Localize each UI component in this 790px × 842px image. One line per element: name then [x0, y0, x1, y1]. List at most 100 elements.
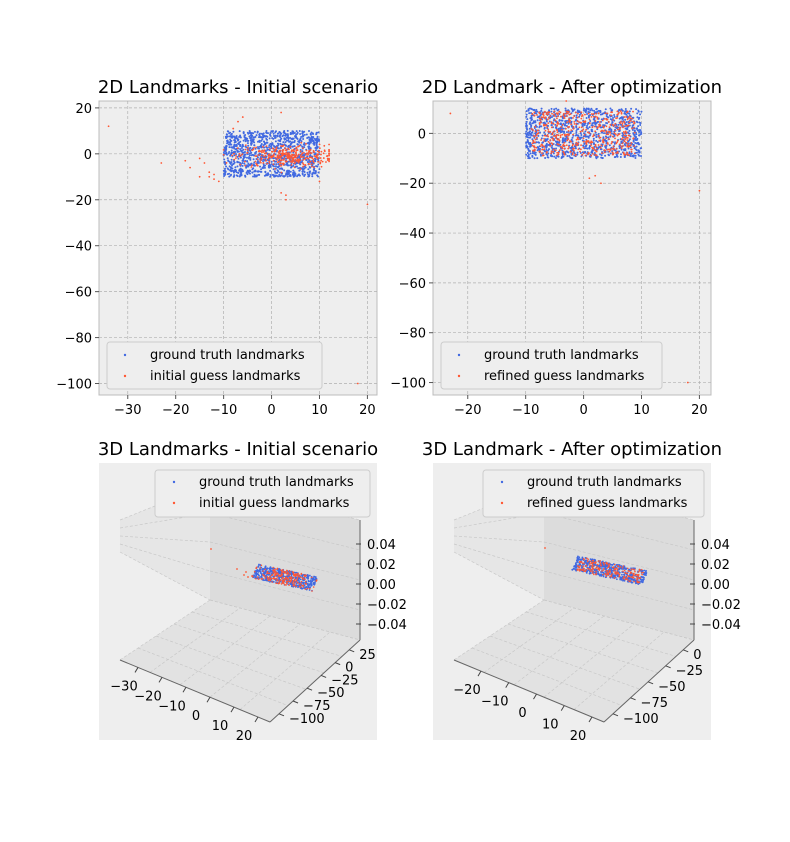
guess-point	[625, 141, 628, 144]
guess-point-3d	[594, 561, 597, 564]
guess-point	[558, 139, 561, 142]
gt-point	[246, 142, 249, 145]
guess-point	[557, 134, 560, 137]
gt-point	[266, 148, 269, 151]
guess-point	[257, 154, 260, 156]
gt-point	[271, 173, 274, 176]
gt-point-3d	[308, 583, 311, 586]
gt-point	[301, 135, 304, 138]
guess-point	[305, 153, 307, 156]
gt-point	[534, 132, 537, 135]
gt-point	[292, 137, 295, 140]
gt-point	[240, 146, 243, 149]
guess-point	[307, 151, 310, 154]
gt-point-3d	[298, 580, 301, 582]
gt-point	[300, 135, 303, 138]
gt-point	[289, 173, 292, 176]
guess-point	[238, 153, 241, 155]
gt-point	[287, 139, 290, 142]
guess-point-3d	[259, 567, 261, 569]
guess-point-3d	[607, 574, 610, 576]
guess-point	[287, 156, 289, 158]
gt-point	[291, 145, 294, 148]
gt-point	[546, 156, 549, 159]
guess-point	[546, 134, 549, 136]
gt-point	[628, 138, 631, 141]
guess-point-3d	[253, 570, 256, 573]
gt-point	[224, 135, 227, 138]
gt-point	[266, 172, 269, 175]
guess-point-3d	[638, 569, 641, 572]
guess-point	[263, 149, 266, 152]
gt-point	[596, 140, 599, 143]
guess-point	[326, 155, 329, 157]
guess-point	[581, 130, 584, 132]
gt-point	[252, 167, 255, 170]
guess-point	[284, 149, 287, 152]
guess-point-3d	[585, 569, 587, 571]
guess-point	[310, 163, 313, 166]
guess-point-3d	[618, 574, 621, 576]
gt-point	[306, 171, 309, 174]
x-tick-label: −10	[512, 403, 539, 418]
gt-point	[289, 170, 292, 173]
guess-point	[611, 135, 614, 138]
gt-point	[529, 121, 532, 124]
gt-point	[301, 173, 304, 176]
guess-point	[598, 139, 601, 142]
gt-point	[274, 136, 277, 139]
gt-point	[246, 173, 249, 176]
gt-point	[313, 142, 316, 145]
gt-point	[529, 142, 532, 145]
guess-point	[256, 158, 259, 161]
y-tick-label: −80	[399, 327, 426, 342]
gt-point	[233, 154, 236, 157]
gt-point	[295, 165, 298, 168]
gt-point	[310, 136, 313, 139]
gt-point	[584, 111, 587, 114]
gt-point	[293, 141, 296, 144]
guess-point	[297, 153, 300, 156]
gt-point	[313, 159, 316, 162]
guess-point	[572, 149, 575, 152]
guess-point-3d	[283, 579, 286, 582]
gt-point	[309, 170, 312, 173]
gt-point-3d	[585, 572, 588, 574]
gt-point	[557, 127, 560, 130]
guess-point	[540, 139, 542, 141]
guess-point	[273, 150, 276, 153]
gt-point	[599, 148, 602, 151]
guess-point	[318, 151, 320, 154]
gt-point	[231, 146, 234, 149]
guess-point	[268, 148, 271, 150]
guess-point	[563, 112, 565, 115]
gt-point	[236, 155, 239, 158]
gt-point-3d	[576, 560, 579, 563]
gt-point	[230, 170, 233, 173]
gt-point	[230, 161, 233, 164]
guess-point-3d	[312, 586, 315, 588]
gt-point-3d	[586, 570, 589, 573]
guess-point	[251, 149, 254, 152]
guess-point	[560, 115, 562, 118]
gt-point	[307, 175, 310, 178]
gt-point	[528, 136, 531, 139]
gt-point	[249, 170, 252, 173]
gt-point	[638, 143, 641, 146]
guess-point	[590, 140, 593, 143]
gt-point	[626, 127, 629, 130]
gt-point	[540, 137, 543, 140]
guess-point	[234, 157, 237, 160]
guess-point	[567, 147, 570, 150]
guess-point	[303, 151, 305, 154]
guess-point	[541, 152, 543, 154]
guess-outlier-point	[217, 180, 220, 183]
guess-point	[222, 148, 225, 151]
gt-point	[253, 164, 256, 167]
gt-point	[620, 108, 623, 111]
gt-point	[222, 172, 225, 175]
gt-point	[257, 161, 260, 164]
guess-point	[553, 135, 556, 138]
guess-point	[254, 155, 257, 157]
guess-point-3d	[262, 573, 264, 576]
